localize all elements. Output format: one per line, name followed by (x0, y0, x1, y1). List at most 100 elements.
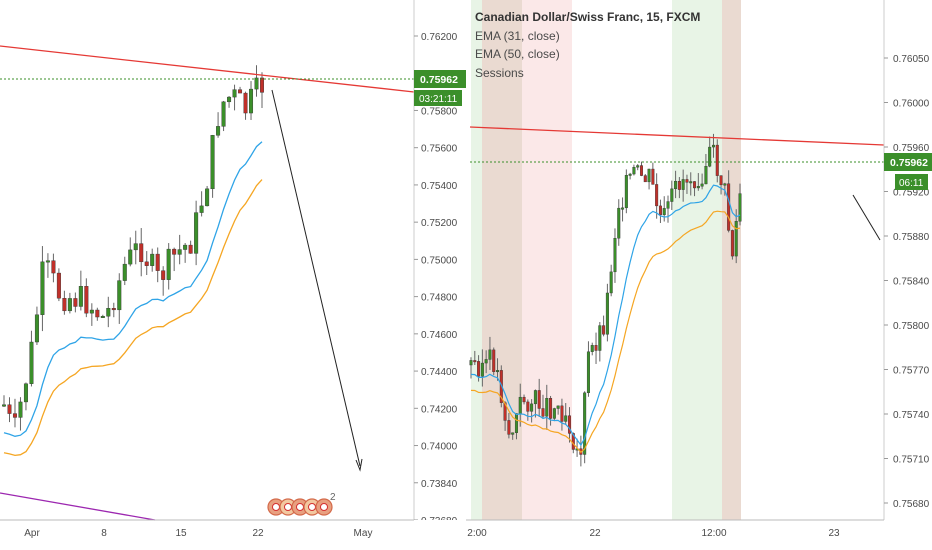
right-chart-panel[interactable]: 0.76050 0.76000 0.75960 0.75920 0.75880 0.758… (466, 0, 932, 550)
forecast-arrow-head (355, 458, 363, 472)
countdown-tag (895, 174, 928, 190)
axis-corner (414, 520, 475, 550)
candle-body (643, 175, 647, 183)
time-tick-label: 12:00 (701, 528, 726, 539)
event-badge-core (272, 503, 280, 511)
price-tick-label: 0.75740 (893, 410, 930, 421)
candle-body (188, 244, 193, 254)
candle-body (598, 325, 602, 351)
price-tick-label: 0.75680 (893, 499, 930, 510)
time-tick-label: 22 (252, 528, 264, 539)
left-chart-panel[interactable]: 0.762000.760000.758000.756000.754000.752… (0, 0, 475, 550)
price-tick-label: 0.74600 (421, 330, 458, 341)
candle-body (734, 221, 738, 257)
ema-50-line (3, 179, 263, 457)
candle-body (693, 181, 697, 189)
countdown-label: 03:21:11 (419, 94, 458, 105)
price-tick-label: 0.75960 (893, 143, 930, 154)
price-tick-label: 0.75400 (421, 181, 458, 192)
candle-body (552, 408, 556, 419)
time-tick-label: Apr (24, 528, 40, 539)
price-tick-label: 0.75600 (421, 144, 458, 155)
event-badge-core (296, 503, 304, 511)
legend-ema-50[interactable]: EMA (50, close) (475, 47, 560, 61)
candle-body (40, 261, 45, 315)
candle-body (549, 398, 553, 419)
price-tick-label: 0.75710 (893, 455, 930, 466)
session-band (482, 0, 522, 520)
price-tick-label: 0.75840 (893, 277, 930, 288)
candle-body (128, 249, 133, 265)
candle-body (78, 286, 83, 307)
event-badge-core (284, 503, 292, 511)
candle-body (488, 349, 492, 360)
candle-body (496, 370, 500, 373)
candle-body (23, 383, 28, 403)
candle-body (639, 165, 643, 176)
candle-body (651, 168, 655, 185)
event-badge-count: 2 (330, 492, 336, 503)
candle-body (469, 360, 473, 366)
right-price-axis: 0.76050 0.76000 0.75960 0.75920 0.75880 0.758… (883, 0, 932, 550)
price-tick-label: 0.75800 (421, 106, 458, 117)
candle-body (602, 325, 606, 335)
candle-body (662, 208, 666, 216)
price-tick-label: 0.75880 (893, 232, 930, 243)
candle-body (556, 405, 560, 409)
event-badges: 2 (267, 492, 336, 516)
candle-body (560, 405, 564, 422)
candle-body (685, 179, 689, 183)
legend-ema-31[interactable]: EMA (31, close) (475, 28, 560, 43)
candle-body (605, 292, 609, 335)
time-tick-label: 22 (589, 528, 601, 539)
right-chart-svg[interactable]: 0.76050 0.76000 0.75960 0.75920 0.75880 0.758… (466, 0, 932, 550)
candle-body (723, 183, 727, 186)
candle-body (708, 146, 712, 167)
candle-body (477, 361, 481, 377)
candle-body (541, 408, 545, 417)
candle-body (122, 263, 127, 281)
candle-body (594, 345, 598, 351)
candle-body (738, 193, 742, 222)
candle-body (586, 351, 590, 394)
ema-31-line (3, 141, 263, 437)
left-price-axis: 0.762000.760000.758000.756000.754000.752… (413, 0, 475, 550)
legend-sessions[interactable]: Sessions (475, 65, 524, 80)
session-band (722, 0, 741, 520)
time-tick-label: 15 (175, 528, 187, 539)
candle-body (609, 271, 613, 294)
resistance-trendline (469, 126, 885, 146)
price-tick-label: 0.74000 (421, 442, 458, 453)
candle-body (628, 173, 632, 176)
left-chart-svg[interactable]: 0.762000.760000.758000.756000.754000.752… (0, 0, 475, 550)
candle-body (545, 398, 549, 417)
price-tick-label: 0.75000 (421, 255, 458, 266)
candle-body (632, 166, 636, 175)
candle-body (51, 260, 56, 274)
session-band (471, 0, 482, 520)
candle-body (161, 270, 166, 280)
price-tick-label: 0.75770 (893, 366, 930, 377)
candle-body (67, 298, 72, 312)
candle-body (232, 89, 237, 98)
candle-body (568, 415, 572, 434)
candle-body (100, 316, 105, 318)
candle-body (95, 309, 100, 318)
candle-body (205, 188, 210, 207)
price-tick-label: 0.74400 (421, 367, 458, 378)
event-badge-core (320, 503, 328, 511)
price-tick-label: 0.75200 (421, 218, 458, 229)
candle-body (647, 168, 651, 183)
price-tick-label: 0.75920 (893, 188, 930, 199)
candle-body (155, 253, 160, 271)
candle-body (522, 396, 526, 403)
candle-body (590, 345, 594, 352)
candle-body (216, 126, 221, 136)
candle-body (12, 413, 17, 418)
legend-symbol-title[interactable]: Canadian Dollar/Swiss Franc, 15, FXCM (475, 10, 701, 24)
left-candles (2, 65, 265, 431)
candle-body (480, 362, 484, 377)
candle-body (139, 243, 144, 263)
last-price-label: 0.75962 (890, 157, 928, 169)
right-candles (469, 133, 742, 467)
